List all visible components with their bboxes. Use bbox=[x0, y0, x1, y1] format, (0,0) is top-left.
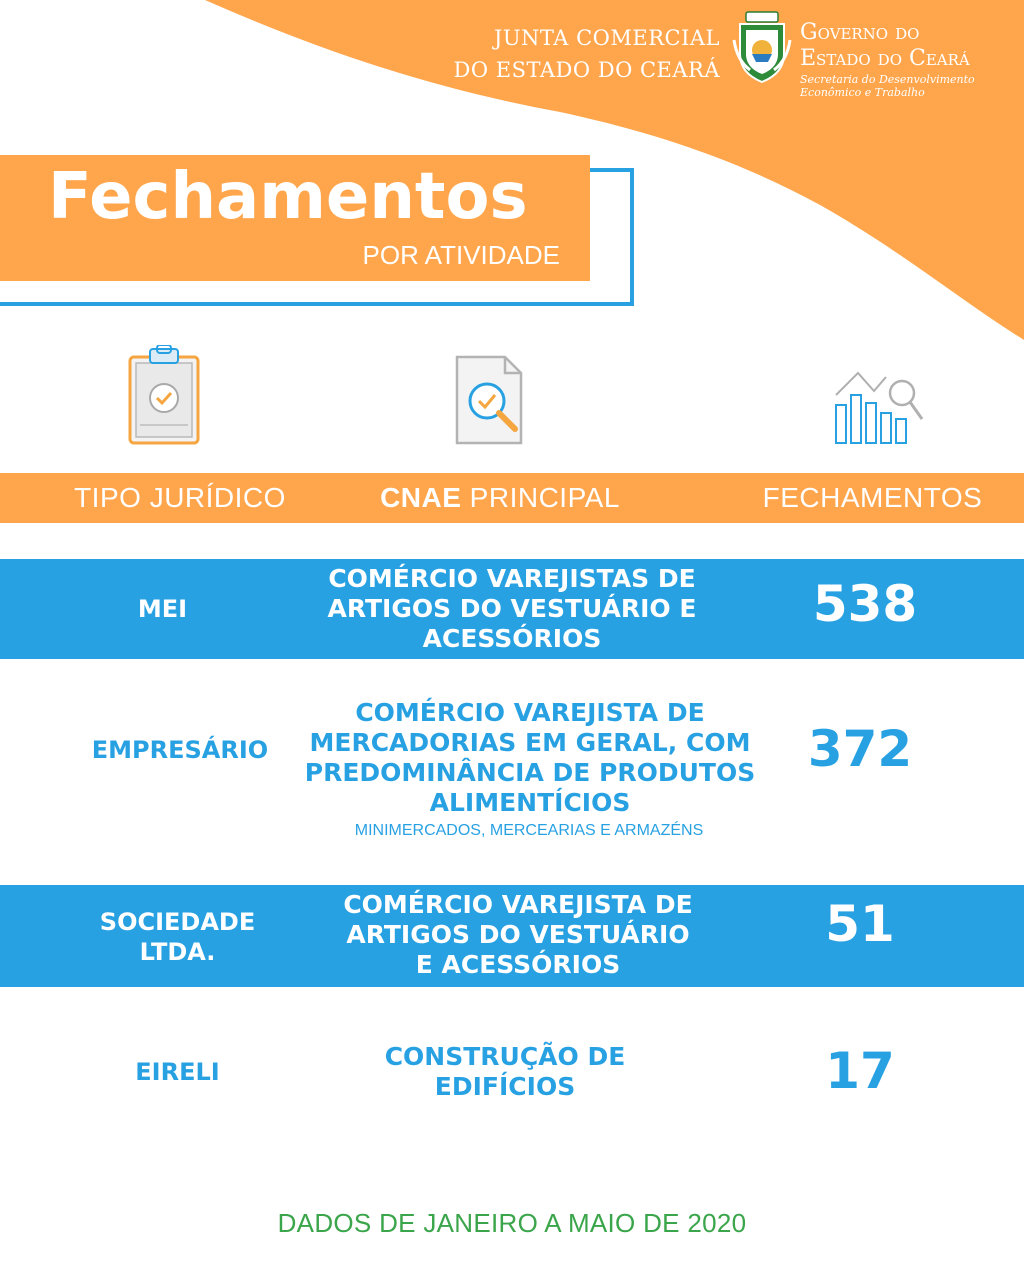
desc-line: COMÉRCIO VAREJISTAS DE bbox=[328, 564, 696, 593]
desc-line: COMÉRCIO VAREJISTA DE bbox=[355, 698, 705, 727]
column-header-fechamentos: FECHAMENTOS bbox=[762, 482, 983, 513]
row-cnae-description: CONSTRUÇÃO DE EDIFÍCIOS bbox=[330, 1042, 680, 1102]
title-box bbox=[0, 155, 590, 281]
row-count: 538 bbox=[812, 575, 918, 633]
table-row: SOCIEDADE LTDA. COMÉRCIO VAREJISTA DE AR… bbox=[0, 885, 1024, 987]
column-header-cnae: CNAE PRINCIPAL bbox=[350, 482, 650, 514]
bar-chart-search-icon bbox=[835, 371, 924, 444]
orange-wave-background bbox=[205, 0, 1024, 340]
desc-line: ACESSÓRIOS bbox=[422, 624, 602, 653]
governo-line2: Estado do Ceará bbox=[800, 46, 970, 71]
table-row: MEI COMÉRCIO VAREJISTAS DE ARTIGOS DO VE… bbox=[0, 559, 1024, 659]
cnae-rest-label: PRINCIPAL bbox=[461, 482, 620, 513]
cnae-bold-label: CNAE bbox=[380, 482, 462, 513]
row-cnae-description: COMÉRCIO VAREJISTA DE MERCADORIAS EM GER… bbox=[290, 698, 770, 818]
desc-line: ARTIGOS DO VESTUÁRIO E bbox=[327, 594, 697, 623]
row-count: 17 bbox=[825, 1042, 895, 1100]
row-type: MEI bbox=[137, 595, 188, 623]
row-type: EMPRESÁRIO bbox=[91, 736, 269, 764]
desc-line: ALIMENTÍCIOS bbox=[429, 788, 631, 817]
row-type: SOCIEDADE LTDA. bbox=[55, 907, 300, 967]
document-search-icon bbox=[455, 355, 523, 445]
clipboard-check-icon bbox=[128, 345, 200, 445]
table-row: EIRELI CONSTRUÇÃO DE EDIFÍCIOS 17 bbox=[0, 987, 1024, 1167]
desc-line: ARTIGOS DO VESTUÁRIO bbox=[346, 920, 690, 949]
junta-comercial-line1: JUNTA COMERCIAL bbox=[493, 26, 720, 50]
row-note: MINIMERCADOS, MERCEARIAS E ARMAZÉNS bbox=[354, 822, 704, 839]
row-type: EIRELI bbox=[135, 1058, 220, 1086]
type-line: LTDA. bbox=[139, 938, 216, 966]
row-count: 372 bbox=[807, 720, 913, 778]
footer-note: DADOS DE JANEIRO A MAIO DE 2020 bbox=[277, 1208, 747, 1238]
page-title: Fechamentos bbox=[48, 160, 528, 234]
desc-line: E ACESSÓRIOS bbox=[415, 950, 621, 979]
row-count: 51 bbox=[825, 895, 895, 953]
secretaria-line2: Econômico e Trabalho bbox=[800, 86, 925, 99]
desc-line: CONSTRUÇÃO DE bbox=[384, 1042, 626, 1071]
desc-line: EDIFÍCIOS bbox=[434, 1072, 576, 1101]
governo-line1: Governo do bbox=[800, 20, 920, 45]
desc-line: MERCADORIAS EM GERAL, COM bbox=[309, 728, 751, 757]
row-cnae-description: COMÉRCIO VAREJISTA DE ARTIGOS DO VESTUÁR… bbox=[300, 890, 736, 980]
desc-line: PREDOMINÂNCIA DE PRODUTOS bbox=[304, 758, 756, 787]
page-subtitle: POR ATIVIDADE bbox=[362, 240, 560, 270]
table-row: EMPRESÁRIO COMÉRCIO VAREJISTA DE MERCADO… bbox=[0, 660, 1024, 885]
column-header-tipo: TIPO JURÍDICO bbox=[74, 482, 286, 513]
type-line: SOCIEDADE bbox=[99, 908, 256, 936]
desc-line: COMÉRCIO VAREJISTA DE bbox=[343, 890, 693, 919]
ceara-crest-icon bbox=[732, 11, 792, 84]
column-header-bar bbox=[0, 473, 1024, 523]
junta-comercial-line2: DO ESTADO DO CEARÁ bbox=[453, 58, 720, 82]
secretaria-line1: Secretaria do Desenvolvimento bbox=[800, 73, 975, 86]
row-cnae-description: COMÉRCIO VAREJISTAS DE ARTIGOS DO VESTUÁ… bbox=[300, 564, 724, 654]
